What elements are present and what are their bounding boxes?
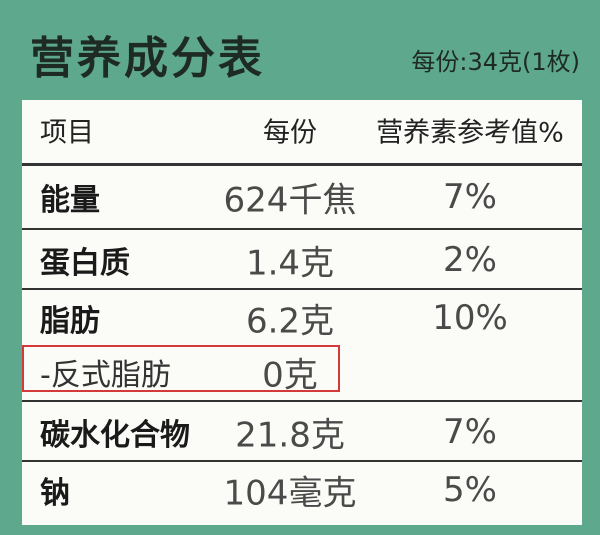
column-header: 项目 [40, 117, 94, 149]
nutrient-name: 蛋白质 [40, 246, 130, 281]
row-divider [22, 288, 582, 290]
per-serving: 104毫克 [223, 473, 357, 514]
nutrient-name: 脂肪 [40, 304, 100, 339]
column-header: 营养素参考值% [376, 117, 564, 149]
serving-size: 每份:34克(1枚) [411, 48, 580, 76]
row-divider [22, 400, 582, 402]
row-divider [22, 163, 582, 166]
nutrient-name: 能量 [40, 183, 100, 218]
nrv-percent: 5% [443, 470, 497, 510]
row-divider [22, 228, 582, 230]
per-serving: 0克 [262, 355, 318, 396]
per-serving: 21.8克 [235, 415, 345, 456]
nrv-percent: 10% [432, 298, 508, 338]
title: 营养成分表 [30, 33, 265, 84]
table-panel: 项目 每份 营养素参考值% 能量 624千焦 7% 蛋白质 1.4克 2% 脂肪 6.2克 10% -反… [22, 100, 582, 525]
nrv-percent: 2% [443, 240, 497, 280]
per-serving: 6.2克 [245, 301, 335, 342]
per-serving: 624千焦 [223, 180, 357, 221]
nutrient-name: -反式脂肪 [40, 358, 171, 393]
nutrient-name: 碳水化合物 [40, 418, 190, 453]
nutrient-name: 钠 [40, 476, 70, 511]
nrv-percent: 7% [443, 412, 497, 452]
highlight-box [22, 345, 340, 392]
nrv-percent: 7% [443, 177, 497, 217]
row-divider [22, 460, 582, 462]
per-serving: 1.4克 [245, 243, 335, 284]
column-header: 每份 [263, 117, 317, 149]
